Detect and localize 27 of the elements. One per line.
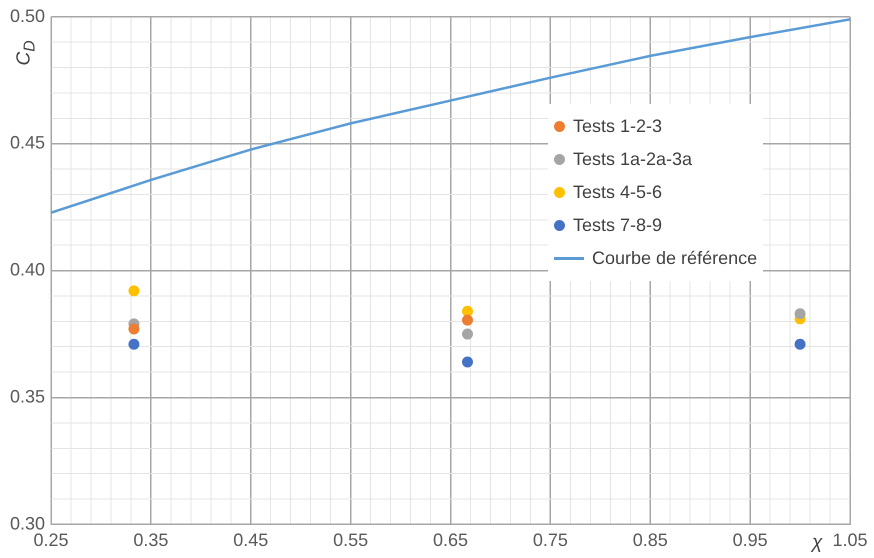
y-tick-label: 0.45 (10, 132, 46, 153)
point (128, 338, 140, 350)
point (462, 356, 473, 368)
x-axis-title: χ (812, 532, 822, 554)
x-tick-label: 0.35 (133, 530, 168, 550)
y-tick-label: 0.50 (10, 6, 46, 26)
legend-label: Tests 1-2-3 (573, 116, 662, 137)
legend-label: Tests 4-5-6 (573, 182, 662, 203)
legend-label: Tests 7-8-9 (573, 215, 662, 236)
x-tick-label: 0.95 (732, 530, 768, 550)
point (462, 328, 473, 340)
x-tick-label: 0.45 (233, 530, 268, 550)
point (462, 314, 473, 326)
legend-label: Tests 1a-2a-3a (573, 149, 692, 170)
legend-label: Courbe de référence (592, 248, 758, 269)
x-tick-label: 1.05 (832, 530, 868, 550)
point (794, 308, 806, 320)
x-tick-label: 0.65 (432, 530, 468, 550)
point (794, 338, 806, 350)
x-tick-label: 0.85 (632, 530, 668, 550)
x-tick-label: 0.55 (333, 530, 368, 550)
point (128, 285, 140, 296)
point (462, 306, 473, 317)
x-tick-label: 0.75 (532, 530, 568, 550)
y-tick-label: 0.40 (10, 260, 46, 280)
y-tick-label: 0.35 (10, 386, 46, 406)
point (128, 323, 140, 334)
